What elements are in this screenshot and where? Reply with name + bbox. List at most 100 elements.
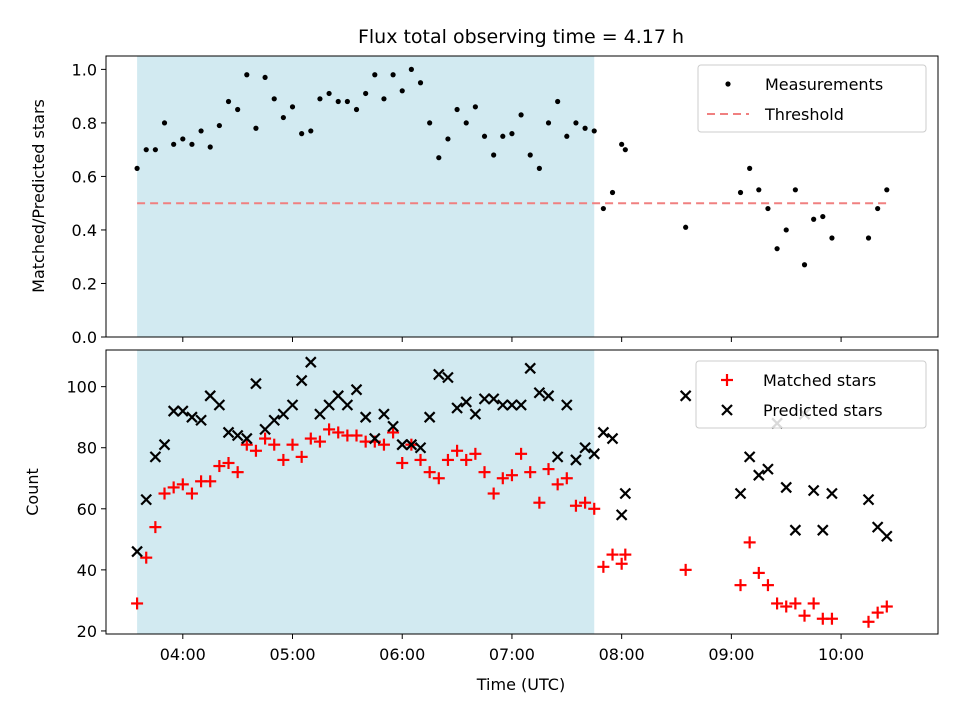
matched-star-point	[432, 472, 445, 485]
predicted-star-point	[679, 390, 692, 402]
matched-star-point	[542, 463, 555, 476]
measurement-point	[143, 147, 149, 153]
matched-star-point	[332, 426, 345, 439]
predicted-star-point	[286, 399, 299, 411]
top-shaded-interval	[137, 56, 595, 337]
matched-star-point	[515, 447, 528, 460]
matched-star-point	[588, 502, 601, 515]
measurement-point	[555, 98, 561, 105]
matched-star-point	[560, 472, 573, 485]
measurement-point	[481, 133, 488, 139]
matched-star-point	[871, 606, 884, 619]
predicted-star-point	[762, 463, 774, 475]
predicted-star-point	[871, 521, 884, 533]
top-y-tick-label: 0.4	[72, 221, 97, 240]
x-tick-label: 10:00	[818, 645, 864, 664]
predicted-star-point	[341, 399, 354, 411]
predicted-star-point	[204, 390, 217, 402]
bottom-y-tick-label: 40	[77, 561, 97, 580]
matched-star-point	[679, 563, 692, 576]
measurement-point	[408, 66, 414, 72]
bottom-legend-box	[695, 360, 927, 429]
matched-star-point	[167, 481, 180, 494]
bottom-panel: 20 40 60 80 100 04:00 05:00 06:00 07:00 08:00 09:…	[23, 349, 939, 694]
measurement-point	[491, 152, 497, 158]
legend-label-matched: Matched stars	[763, 371, 876, 390]
matched-star-point	[579, 496, 592, 509]
measurement-point	[820, 213, 826, 220]
predicted-star-point	[826, 487, 838, 500]
predicted-star-point	[588, 448, 601, 460]
measurement-point	[683, 224, 689, 230]
matched-star-point	[414, 453, 427, 466]
matched-star-point	[304, 432, 317, 445]
matched-star-point	[222, 456, 235, 469]
matched-star-point	[313, 435, 326, 448]
bottom-legend: Matched stars Predicted stars	[695, 360, 927, 429]
predicted-star-point	[487, 393, 500, 405]
matched-star-point	[615, 557, 628, 570]
measurement-point	[381, 96, 387, 102]
predicted-star-point	[478, 393, 491, 405]
matched-star-point	[880, 600, 893, 613]
measurement-point	[801, 262, 808, 268]
chart-title: Flux total observing time = 4.17 h	[358, 26, 684, 48]
predicted-star-point	[551, 451, 564, 463]
predicted-star-point	[743, 451, 756, 463]
measurement-point	[756, 187, 762, 193]
matched-star-point	[825, 612, 838, 625]
predicted-star-point	[780, 481, 793, 494]
measurement-point	[774, 246, 780, 252]
top-legend-box	[697, 64, 927, 133]
measurement-point	[427, 120, 433, 126]
x-tick-label: 04:00	[160, 645, 206, 664]
matched-star-point	[451, 444, 464, 457]
matched-star-point	[350, 429, 363, 442]
top-y-tick-label: 1.0	[72, 60, 97, 79]
measurement-point	[189, 141, 195, 147]
measurement-point	[829, 235, 835, 241]
matched-star-point	[131, 597, 144, 610]
predicted-star-point	[350, 383, 363, 396]
matched-star-point	[469, 447, 482, 460]
predicted-star-point	[277, 408, 290, 420]
matched-star-point	[487, 487, 500, 500]
matched-star-point	[140, 551, 153, 564]
measurement-point	[500, 133, 506, 139]
measurement-point	[253, 125, 259, 131]
predicted-star-point	[515, 399, 527, 411]
measurement-points	[134, 66, 890, 268]
predicted-star-point	[305, 356, 317, 368]
matched-star-point	[259, 432, 272, 445]
legend-marker-measurements	[725, 81, 731, 87]
measurement-point	[518, 112, 524, 118]
matched-star-point	[752, 566, 765, 579]
legend-label-threshold: Threshold	[764, 105, 844, 124]
top-panel: 0.0 0.2 0.4 0.6 0.8 1.0 Matched/Predicted sta…	[29, 55, 939, 347]
predicted-star-point	[231, 429, 244, 442]
measurement-point	[564, 133, 570, 139]
predicted-star-point	[451, 402, 463, 414]
measurement-point	[353, 106, 360, 113]
matched-star-point	[496, 472, 509, 485]
predicted-star-point	[405, 438, 418, 451]
bottom-y-tick-label: 80	[77, 439, 97, 458]
x-tick-label: 08:00	[599, 645, 645, 664]
bottom-plot-frame	[105, 349, 939, 635]
matched-star-point	[743, 536, 756, 549]
measurement-point	[600, 205, 606, 212]
predicted-star-point	[442, 371, 454, 384]
matched-star-point	[771, 597, 784, 610]
matched-star-point	[478, 466, 491, 479]
predicted-star-point	[259, 423, 271, 436]
predicted-star-point	[423, 411, 436, 423]
matched-star-point	[524, 466, 537, 479]
matched-star-point	[185, 487, 198, 500]
measurement-point	[317, 96, 323, 102]
measurement-point	[399, 88, 405, 94]
predicted-star-point	[789, 524, 802, 536]
x-tick-label: 05:00	[269, 645, 315, 664]
predicted-star-point	[268, 414, 281, 427]
matched-star-point	[505, 469, 518, 482]
